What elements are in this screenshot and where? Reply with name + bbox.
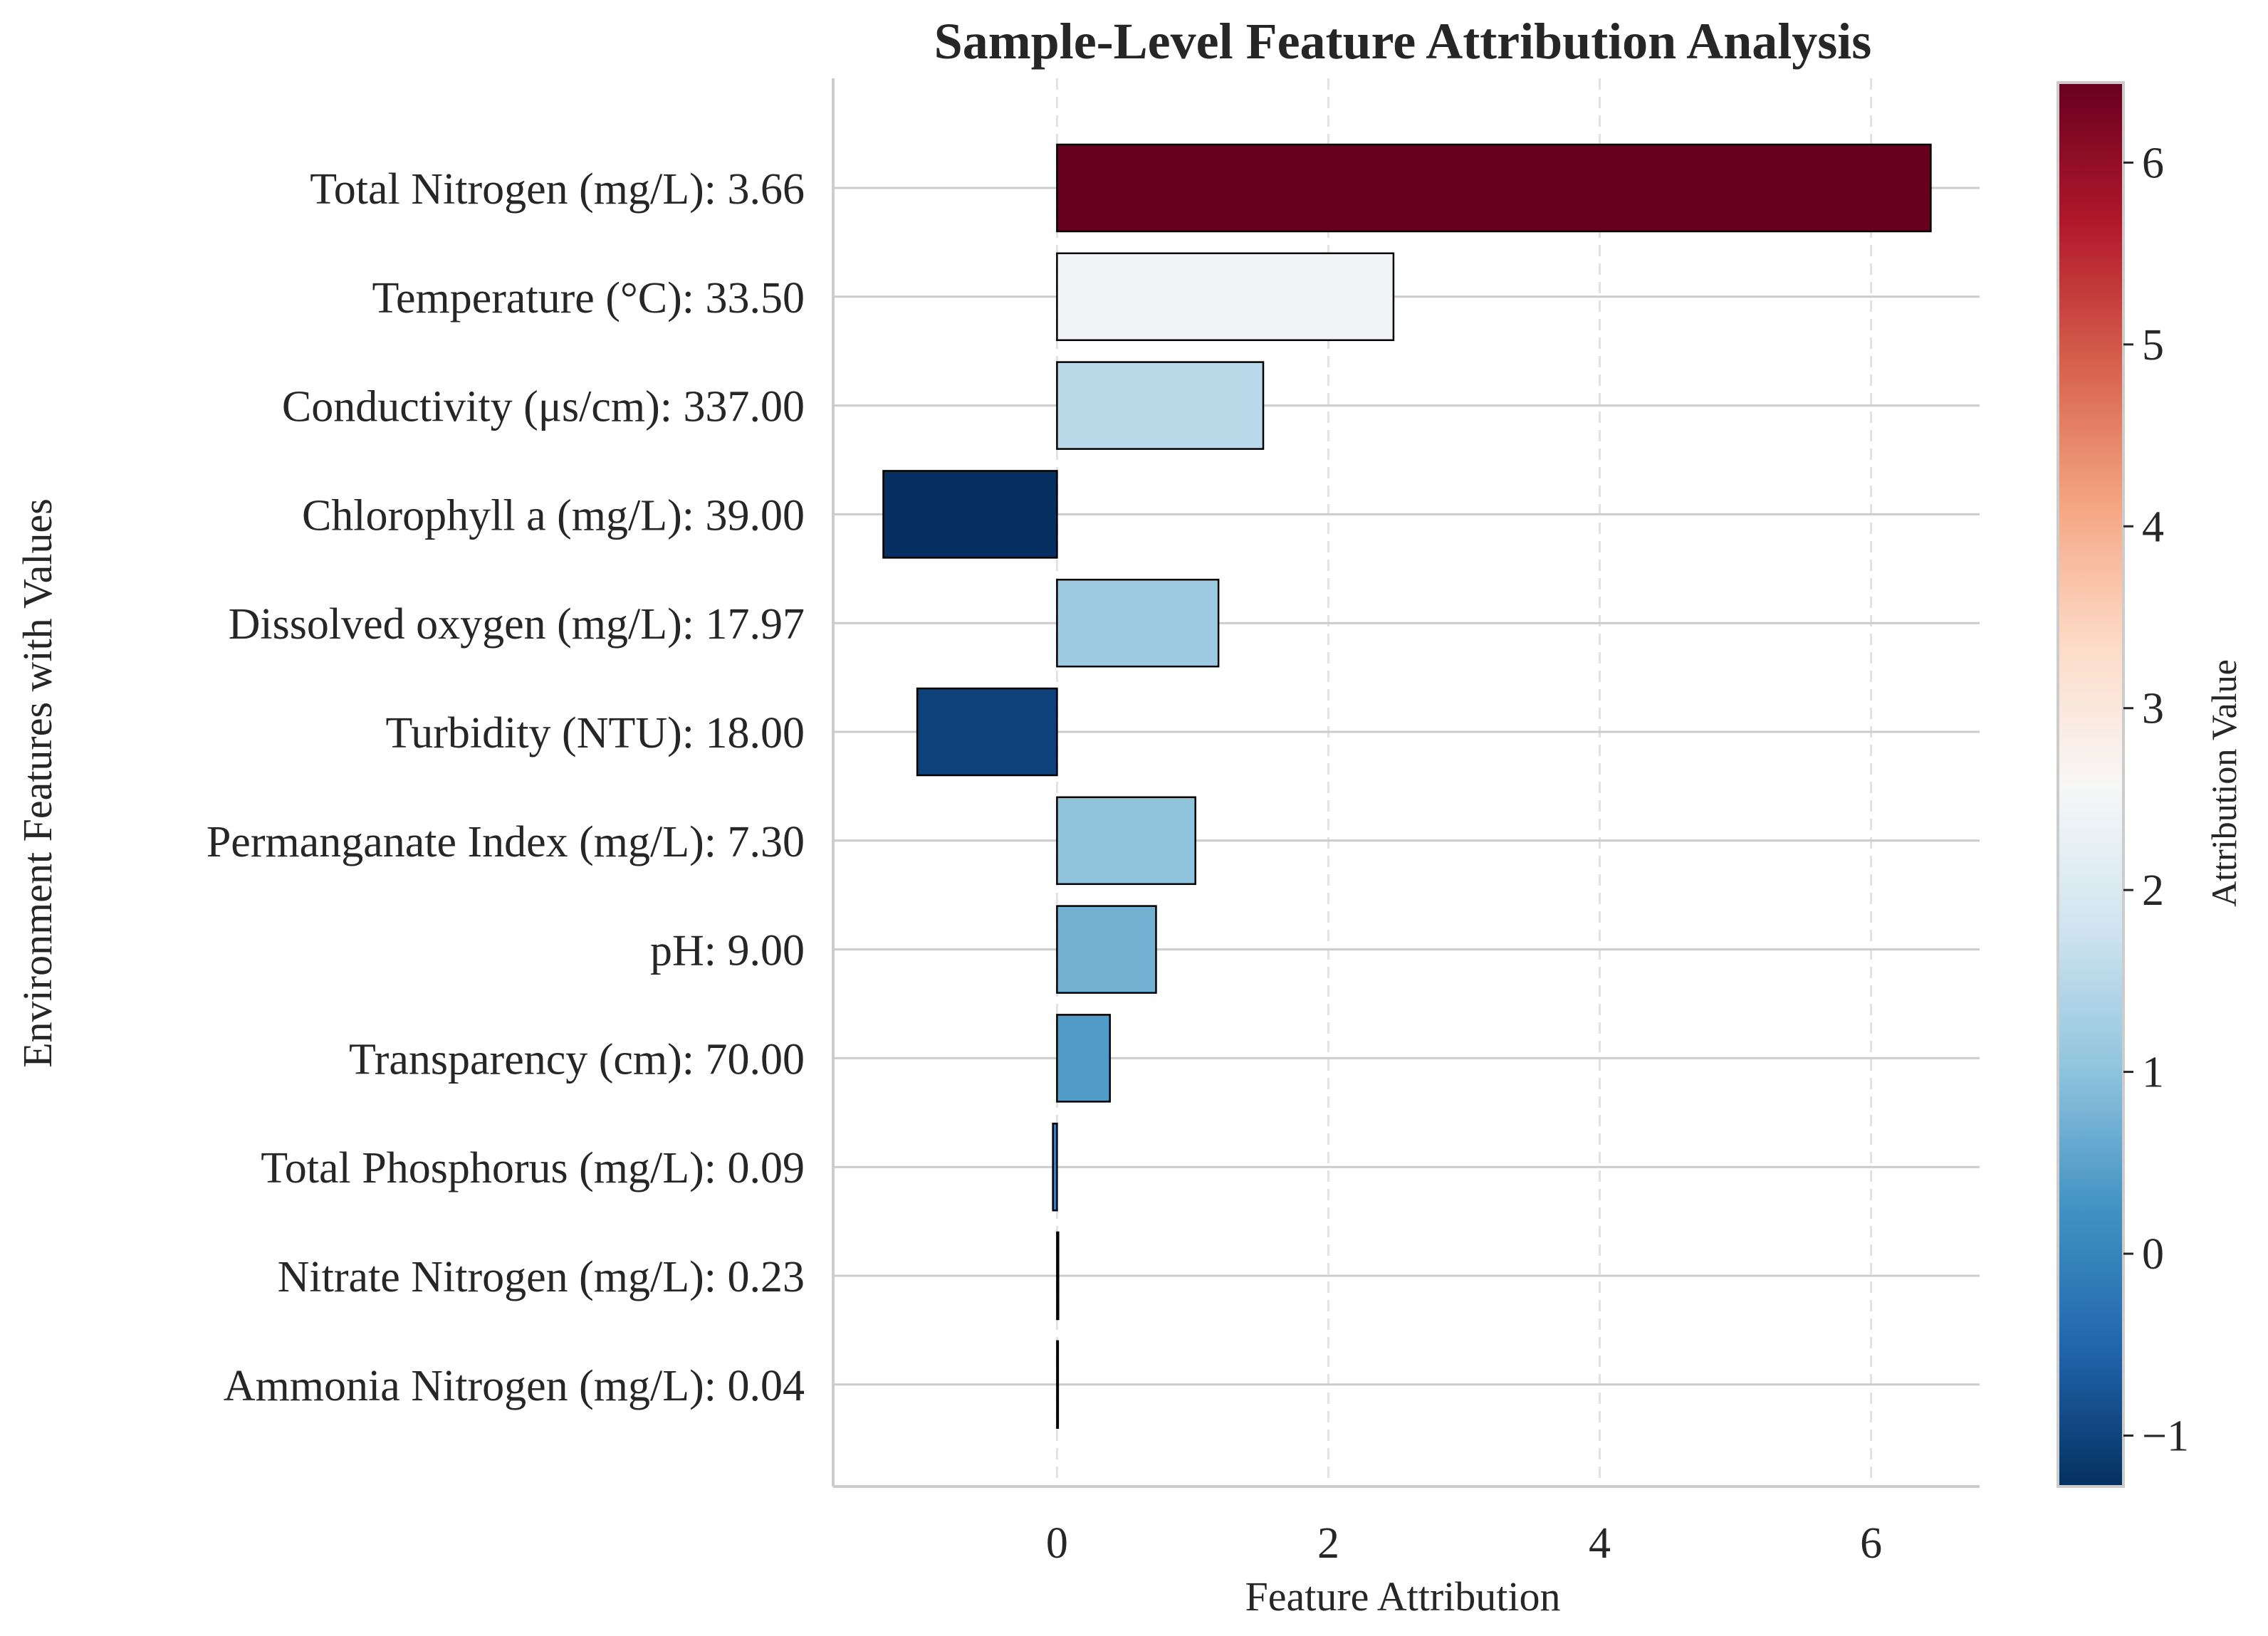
bar xyxy=(1057,362,1263,449)
x-tick-label: 0 xyxy=(1046,1519,1068,1568)
x-tick-label: 4 xyxy=(1589,1519,1611,1568)
y-tick-label: Dissolved oxygen (mg/L): 17.97 xyxy=(229,600,805,649)
y-tick-label: Permanganate Index (mg/L): 7.30 xyxy=(207,818,805,866)
colorbar: −1 0 1 2 3 4 5 6 Attribution Value xyxy=(2058,83,2244,1486)
y-tick-label: Total Phosphorus (mg/L): 0.09 xyxy=(261,1144,805,1192)
colorbar-tick-label: 2 xyxy=(2142,866,2164,915)
bar xyxy=(1053,1123,1057,1210)
bar xyxy=(1057,253,1394,340)
colorbar-tick-label: 0 xyxy=(2142,1230,2164,1279)
y-tick-label: Chlorophyll a (mg/L): 39.00 xyxy=(302,491,805,540)
bar xyxy=(1057,797,1195,884)
x-tick-label: 2 xyxy=(1317,1519,1339,1568)
x-axis-label: Feature Attribution xyxy=(1245,1573,1561,1620)
colorbar-ticks: −1 0 1 2 3 4 5 6 xyxy=(2123,139,2189,1460)
y-axis-label: Environment Features with Values xyxy=(14,498,61,1068)
bar xyxy=(1057,1341,1058,1428)
colorbar-tick-label: 3 xyxy=(2142,685,2164,733)
bar xyxy=(1057,1014,1109,1101)
chart-title: Sample-Level Feature Attribution Analysi… xyxy=(934,13,1872,70)
bar xyxy=(917,688,1057,775)
colorbar-tick-label: 6 xyxy=(2142,139,2164,187)
y-tick-label: Total Nitrogen (mg/L): 3.66 xyxy=(310,165,805,214)
y-tick-label: Transparency (cm): 70.00 xyxy=(349,1035,805,1084)
y-tick-label: pH: 9.00 xyxy=(650,927,805,975)
colorbar-tick-label: 1 xyxy=(2142,1049,2164,1097)
colorbar-tick-label: 5 xyxy=(2142,321,2164,369)
colorbar-tick-label: −1 xyxy=(2142,1412,2189,1460)
y-tick-label: Temperature (°C): 33.50 xyxy=(372,274,805,323)
colorbar-gradient xyxy=(2058,83,2123,1486)
bar xyxy=(1057,906,1156,993)
colorbar-tick-label: 4 xyxy=(2142,503,2164,551)
bar xyxy=(1057,580,1218,666)
y-tick-label: Conductivity (μs/cm): 337.00 xyxy=(282,383,805,431)
plot-area: Total Nitrogen (mg/L): 3.66 Temperature (… xyxy=(207,78,1980,1568)
y-tick-labels: Total Nitrogen (mg/L): 3.66 Temperature (… xyxy=(207,165,805,1410)
bars xyxy=(883,145,1930,1428)
colorbar-label: Attribution Value xyxy=(2204,659,2244,907)
grid-lines xyxy=(833,78,1980,1486)
bar xyxy=(883,471,1057,557)
y-tick-label: Ammonia Nitrogen (mg/L): 0.04 xyxy=(224,1362,805,1410)
bar xyxy=(1057,1232,1058,1319)
y-tick-label: Turbidity (NTU): 18.00 xyxy=(386,709,805,757)
y-tick-label: Nitrate Nitrogen (mg/L): 0.23 xyxy=(278,1253,805,1301)
x-tick-labels: 0 2 4 6 xyxy=(1046,1519,1882,1568)
x-tick-label: 6 xyxy=(1860,1519,1882,1568)
bar xyxy=(1057,145,1930,231)
